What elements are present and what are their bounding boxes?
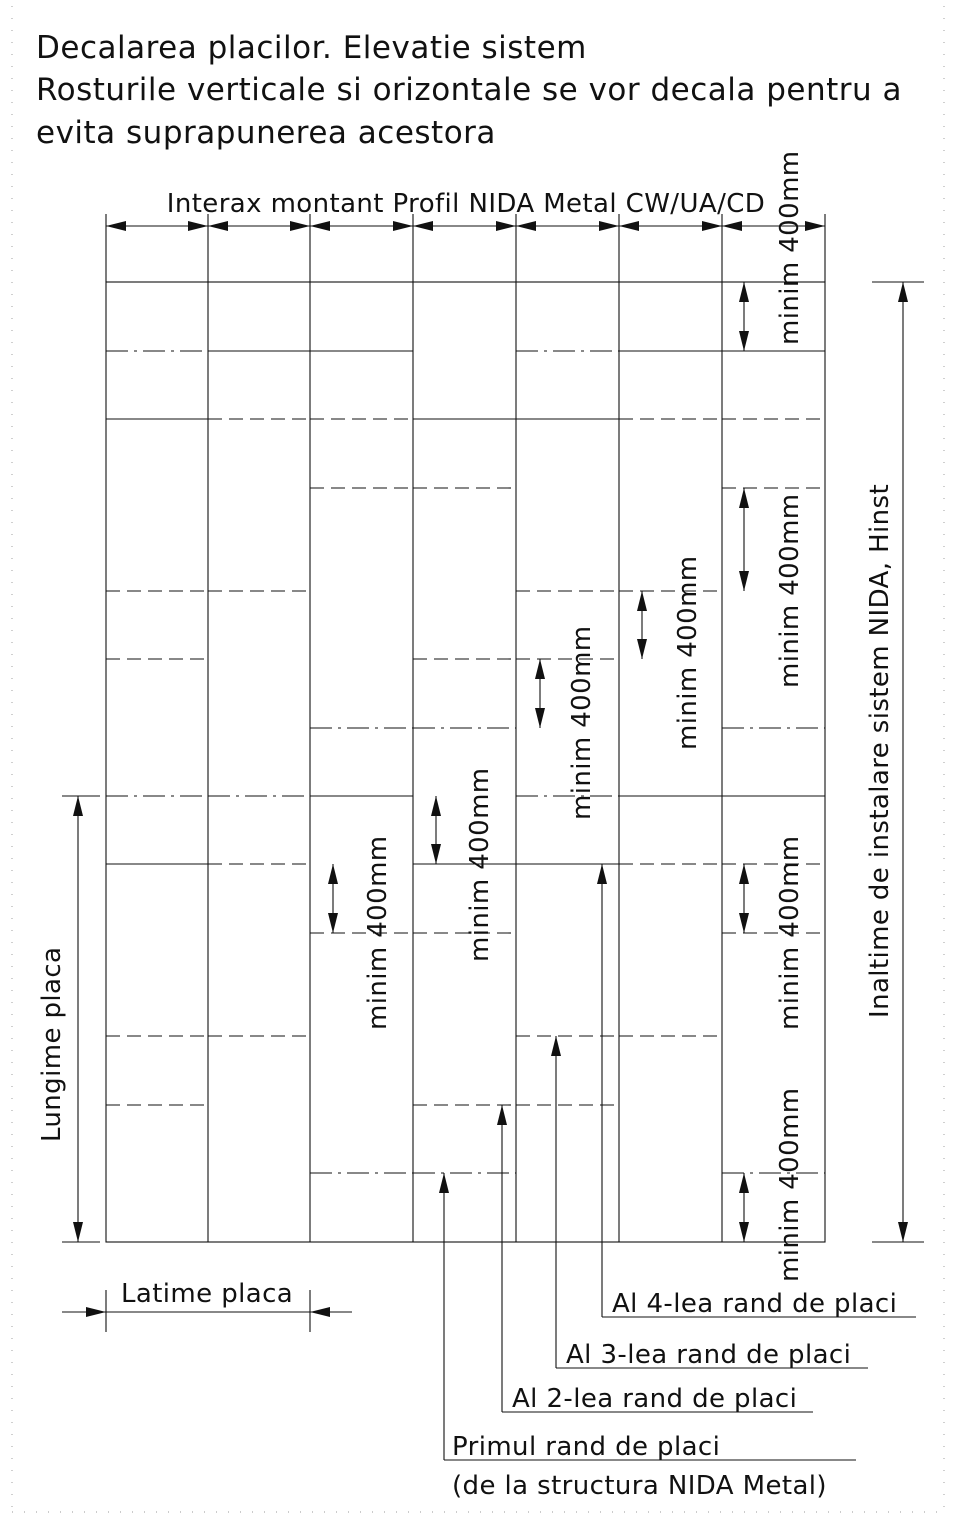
min-label: minim 400mm <box>567 625 597 820</box>
interax-label: Interax montant Profil NIDA Metal CW/UA/… <box>167 189 765 219</box>
joints-col-6 <box>619 350 722 1037</box>
row-1-sublabel: (de la structura NIDA Metal) <box>452 1471 827 1501</box>
wall-grid <box>105 281 826 1243</box>
row-1-label: Primul rand de placi <box>452 1432 720 1462</box>
row-4-label: Al 4-lea rand de placi <box>612 1289 897 1319</box>
height-dimension: Inaltime de instalare sistem NIDA, Hinst <box>865 281 924 1243</box>
interax-dimension: Interax montant Profil NIDA Metal CW/UA/… <box>105 189 826 282</box>
min-label: minim 400mm <box>775 150 805 345</box>
min-label: minim 400mm <box>775 493 805 688</box>
min-gap-arrows <box>328 282 749 1242</box>
height-label: Inaltime de instalare sistem NIDA, Hinst <box>865 484 895 1018</box>
min-label: minim 400mm <box>775 835 805 1030</box>
joints-col-1 <box>106 350 208 1106</box>
width-label: Latime placa <box>121 1279 293 1309</box>
title-line-1: Decalarea placilor. Elevatie sistem <box>36 30 587 66</box>
min-label: minim 400mm <box>465 767 495 962</box>
length-label: Lungime placa <box>37 947 67 1142</box>
plate-length-dimension: Lungime placa <box>37 795 100 1243</box>
joints-col-3 <box>310 350 413 1174</box>
plate-width-dimension: Latime placa <box>62 1279 352 1332</box>
joints-col-7 <box>722 350 825 1174</box>
title-line-2: Rosturile verticale si orizontale se vor… <box>36 72 902 108</box>
row-3-label: Al 3-lea rand de placi <box>566 1340 851 1370</box>
row-2-label: Al 2-lea rand de placi <box>512 1384 797 1414</box>
min-label: minim 400mm <box>775 1087 805 1282</box>
joints-col-2 <box>208 350 310 1037</box>
min-gap-labels: minim 400mm minim 400mm minim 400mm mini… <box>363 150 805 1282</box>
min-label: minim 400mm <box>673 555 703 750</box>
title-line-3: evita suprapunerea acestora <box>36 115 496 151</box>
joints-col-4 <box>413 418 516 1174</box>
row-leaders: Al 4-lea rand de placi Al 3-lea rand de … <box>439 864 916 1501</box>
min-label: minim 400mm <box>363 835 393 1030</box>
